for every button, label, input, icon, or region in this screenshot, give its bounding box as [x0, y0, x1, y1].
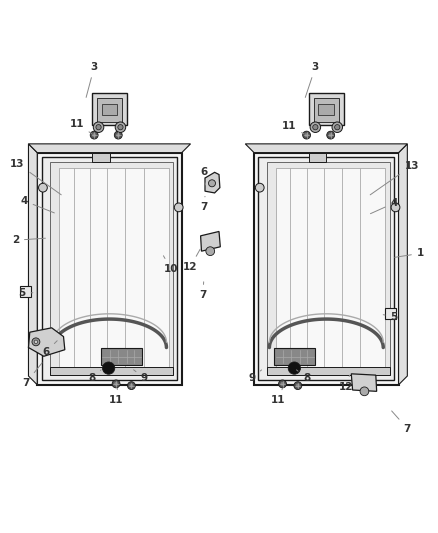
Text: 4: 4 [21, 196, 54, 213]
Circle shape [303, 131, 311, 139]
Text: 3: 3 [86, 62, 98, 98]
Bar [92, 93, 127, 125]
Bar [318, 104, 334, 115]
Bar [101, 349, 142, 365]
Bar [267, 367, 390, 375]
Circle shape [294, 382, 302, 390]
Bar [274, 349, 315, 365]
Circle shape [117, 133, 120, 137]
Circle shape [174, 203, 183, 212]
Polygon shape [351, 374, 377, 391]
Circle shape [310, 122, 321, 133]
Polygon shape [201, 231, 220, 251]
Circle shape [305, 133, 308, 137]
Circle shape [114, 382, 118, 386]
Polygon shape [59, 168, 169, 367]
Bar [309, 93, 344, 125]
Circle shape [93, 122, 104, 133]
Polygon shape [50, 162, 173, 375]
Circle shape [92, 133, 96, 137]
Circle shape [114, 131, 122, 139]
Polygon shape [28, 144, 191, 152]
Circle shape [112, 380, 120, 388]
Polygon shape [28, 144, 37, 385]
Bar [385, 308, 396, 319]
Polygon shape [42, 157, 177, 381]
Circle shape [335, 125, 340, 130]
Circle shape [288, 362, 300, 374]
Text: 7: 7 [199, 282, 206, 300]
Circle shape [208, 180, 215, 187]
Polygon shape [258, 157, 394, 381]
Text: 7: 7 [392, 411, 411, 433]
Circle shape [130, 384, 133, 387]
Text: 12: 12 [183, 249, 200, 271]
Polygon shape [254, 152, 399, 385]
Circle shape [32, 338, 40, 346]
Bar [92, 152, 110, 162]
Text: 8: 8 [88, 370, 101, 383]
Text: 7: 7 [200, 197, 207, 212]
Circle shape [360, 387, 369, 395]
Text: 9: 9 [134, 370, 148, 383]
Polygon shape [276, 168, 385, 367]
Bar [314, 98, 339, 122]
Text: 13: 13 [370, 161, 419, 195]
Text: 11: 11 [271, 388, 286, 405]
Circle shape [118, 125, 123, 130]
Circle shape [96, 125, 101, 130]
Text: 6: 6 [42, 341, 57, 357]
Polygon shape [245, 144, 407, 152]
Text: 4: 4 [371, 198, 398, 214]
Circle shape [391, 203, 400, 212]
Polygon shape [399, 144, 407, 385]
Text: 11: 11 [109, 388, 124, 405]
Bar [309, 152, 326, 162]
Text: 13: 13 [10, 159, 61, 195]
Text: 11: 11 [282, 122, 304, 134]
Circle shape [39, 183, 47, 192]
Circle shape [281, 382, 284, 386]
Circle shape [115, 122, 126, 133]
Text: 1: 1 [395, 248, 424, 259]
Circle shape [313, 125, 318, 130]
Text: 12: 12 [339, 375, 353, 392]
Circle shape [329, 133, 332, 137]
Text: 2: 2 [12, 235, 46, 245]
Bar [97, 98, 122, 122]
Circle shape [127, 382, 135, 390]
Text: 7: 7 [23, 363, 42, 387]
Circle shape [296, 384, 300, 387]
Circle shape [102, 362, 115, 374]
Text: 8: 8 [297, 370, 310, 383]
Circle shape [206, 247, 215, 255]
Bar [102, 104, 117, 115]
Text: 5: 5 [18, 288, 33, 298]
Text: 3: 3 [305, 62, 319, 98]
Circle shape [34, 340, 38, 344]
Bar [50, 367, 173, 375]
Circle shape [255, 183, 264, 192]
Circle shape [90, 131, 98, 139]
Text: 6: 6 [200, 167, 207, 185]
Polygon shape [205, 172, 220, 193]
Polygon shape [267, 162, 390, 375]
Circle shape [327, 131, 335, 139]
Polygon shape [28, 328, 65, 356]
Circle shape [332, 122, 343, 133]
Polygon shape [37, 152, 182, 385]
Text: 10: 10 [163, 256, 178, 273]
Bar [20, 286, 31, 297]
Circle shape [279, 380, 286, 388]
Text: 11: 11 [69, 119, 92, 134]
Text: 9: 9 [248, 370, 261, 383]
Text: 5: 5 [383, 312, 398, 322]
